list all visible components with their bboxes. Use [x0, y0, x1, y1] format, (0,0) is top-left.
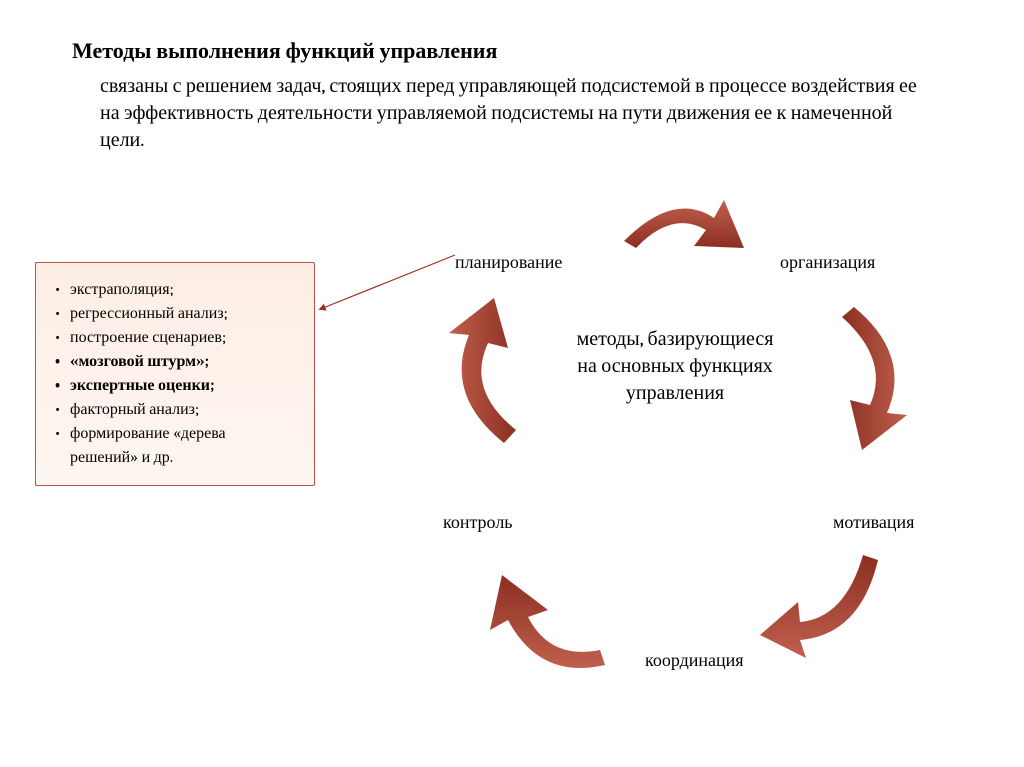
- page-title: Методы выполнения функций управления: [72, 38, 497, 64]
- cycle-center-text: методы, базирующиеся на основных функция…: [570, 325, 780, 406]
- cycle-label-control: контроль: [443, 512, 513, 533]
- cycle-label-planning: планирование: [455, 252, 562, 273]
- cycle-label-motivation: мотивация: [833, 512, 914, 533]
- callout-item: построение сценариев;: [50, 325, 296, 349]
- callout-item: экспертные оценки;: [50, 373, 296, 397]
- callout-item: «мозговой штурм»;: [50, 349, 296, 373]
- cycle-arrow-icon: [480, 565, 610, 680]
- cycle-label-organization: организация: [780, 252, 875, 273]
- cycle-arrow-icon: [832, 295, 924, 453]
- cycle-arrow-icon: [614, 186, 749, 264]
- callout-item: регрессионный анализ;: [50, 301, 296, 325]
- callout-box: экстраполяция; регрессионный анализ; пос…: [35, 262, 315, 486]
- cycle-label-coordination: координация: [645, 650, 744, 671]
- cycle-arrow-icon: [434, 295, 526, 453]
- page-description: связаны с решением задач, стоящих перед …: [100, 72, 920, 153]
- callout-item: экстраполяция;: [50, 277, 296, 301]
- callout-item: формирование «дерева решений» и др.: [50, 421, 296, 469]
- callout-item: факторный анализ;: [50, 397, 296, 421]
- callout-list: экстраполяция; регрессионный анализ; пос…: [50, 277, 296, 469]
- cycle-arrow-icon: [760, 550, 890, 665]
